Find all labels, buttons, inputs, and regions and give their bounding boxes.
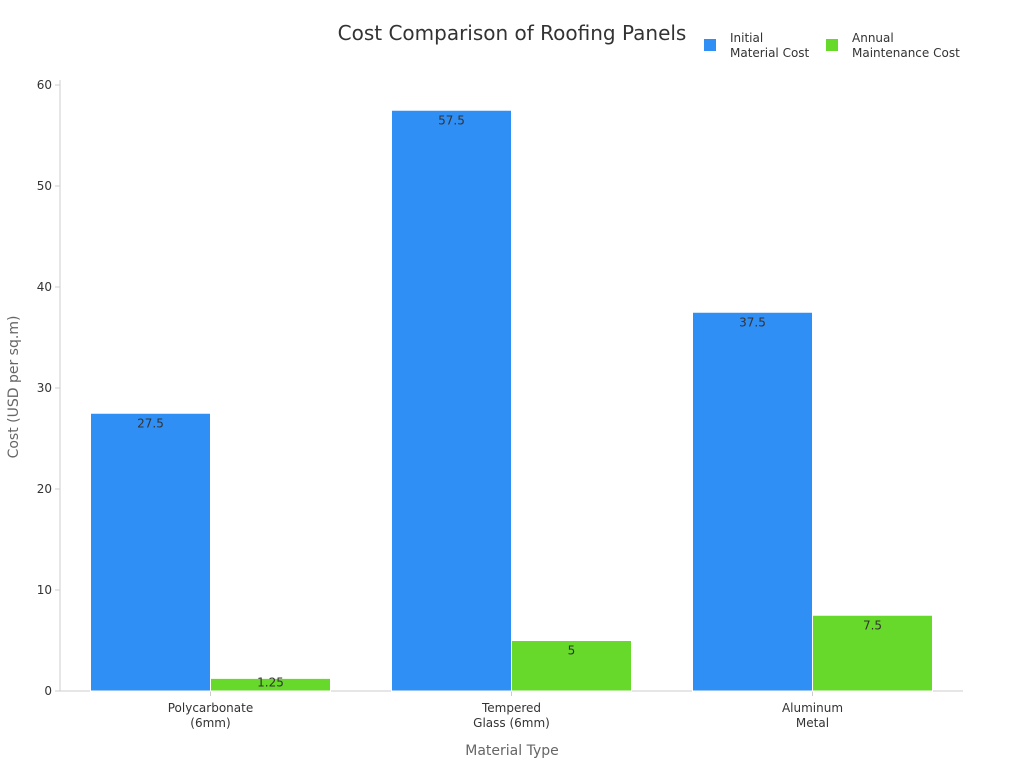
- bar-value-label: 1.25: [257, 676, 284, 690]
- bars: [90, 109, 933, 692]
- bar-value-label: 57.5: [438, 113, 465, 127]
- y-tick-label: 10: [37, 583, 52, 597]
- bar-labels: 27.5 1.25 57.5 5 37.5 7.5: [137, 113, 882, 689]
- bar-maintenance-0: [210, 677, 331, 692]
- x-tick-label: Tempered Glass (6mm): [473, 701, 550, 730]
- bar-initial-2: [692, 311, 813, 692]
- y-tick-label: 30: [37, 381, 52, 395]
- bar-maintenance-2: [812, 614, 933, 692]
- x-tick-label: Aluminum Metal: [782, 701, 843, 730]
- x-tick-label: Polycarbonate (6mm): [168, 701, 253, 730]
- y-tick-label: 50: [37, 179, 52, 193]
- legend-label: Initial Material Cost: [730, 31, 810, 60]
- bar-value-label: 27.5: [137, 416, 164, 430]
- y-axis-title: Cost (USD per sq.m): [6, 316, 22, 459]
- legend-label: Annual Maintenance Cost: [852, 31, 960, 60]
- x-axis-title: Material Type: [465, 743, 558, 759]
- x-axis: Polycarbonate (6mm) Tempered Glass (6mm) Alu…: [60, 690, 963, 730]
- bar-initial-0: [90, 412, 211, 692]
- y-axis: 0 10 20 30 40 50 60: [37, 78, 61, 698]
- bar-initial-1: [391, 109, 512, 692]
- y-tick-label: 40: [37, 280, 52, 294]
- bar-maintenance-1: [511, 640, 632, 692]
- bar-value-label: 5: [568, 644, 576, 658]
- y-tick-label: 0: [44, 684, 52, 698]
- legend: Initial Material Cost Annual Maintenance Co…: [704, 31, 960, 60]
- chart-title: Cost Comparison of Roofing Panels: [338, 21, 687, 45]
- bar-value-label: 7.5: [863, 618, 882, 632]
- y-tick-label: 20: [37, 482, 52, 496]
- legend-swatch: [704, 39, 716, 51]
- legend-swatch: [826, 39, 838, 51]
- y-tick-label: 60: [37, 78, 52, 92]
- bar-value-label: 37.5: [739, 315, 766, 329]
